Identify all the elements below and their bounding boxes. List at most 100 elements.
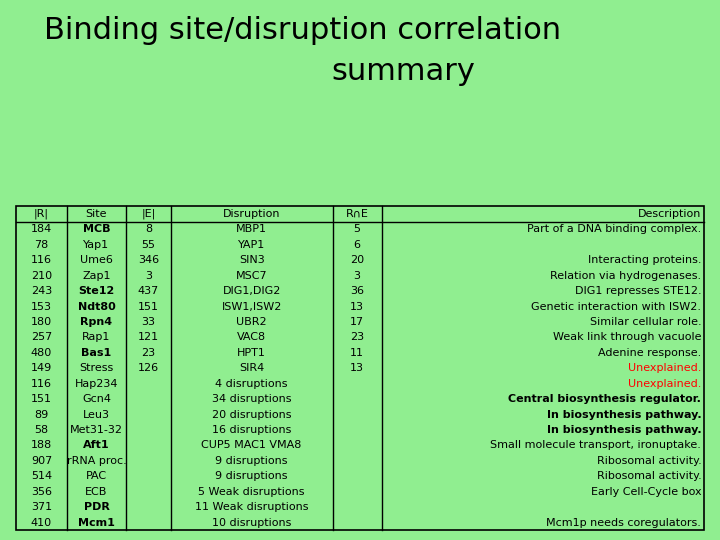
Text: Bas1: Bas1 xyxy=(81,348,112,358)
Text: 151: 151 xyxy=(138,301,159,312)
Text: summary: summary xyxy=(331,57,475,86)
Text: Unexplained.: Unexplained. xyxy=(628,363,701,373)
Text: Leu3: Leu3 xyxy=(83,409,110,420)
Text: 36: 36 xyxy=(350,286,364,296)
Text: 410: 410 xyxy=(31,517,52,528)
Text: Ste12: Ste12 xyxy=(78,286,114,296)
Text: Early Cell-Cycle box: Early Cell-Cycle box xyxy=(590,487,701,497)
Text: Met31-32: Met31-32 xyxy=(70,425,123,435)
Text: 356: 356 xyxy=(31,487,52,497)
Text: YAP1: YAP1 xyxy=(238,240,265,250)
Text: 20: 20 xyxy=(350,255,364,265)
Text: Interacting proteins.: Interacting proteins. xyxy=(588,255,701,265)
Text: SIR4: SIR4 xyxy=(239,363,264,373)
Text: Similar cellular role.: Similar cellular role. xyxy=(590,317,701,327)
Text: Relation via hydrogenases.: Relation via hydrogenases. xyxy=(550,271,701,281)
Text: |E|: |E| xyxy=(141,209,156,219)
Text: 180: 180 xyxy=(31,317,52,327)
Text: 9 disruptions: 9 disruptions xyxy=(215,471,288,481)
Text: UBR2: UBR2 xyxy=(236,317,267,327)
Text: 4 disruptions: 4 disruptions xyxy=(215,379,288,389)
Text: 16 disruptions: 16 disruptions xyxy=(212,425,292,435)
Text: Gcn4: Gcn4 xyxy=(82,394,111,404)
Text: Small molecule transport, ironuptake.: Small molecule transport, ironuptake. xyxy=(490,441,701,450)
Text: Ribosomal activity.: Ribosomal activity. xyxy=(597,456,701,466)
Text: Genetic interaction with ISW2.: Genetic interaction with ISW2. xyxy=(531,301,701,312)
Text: 480: 480 xyxy=(31,348,52,358)
Text: 257: 257 xyxy=(31,333,52,342)
Text: 514: 514 xyxy=(31,471,52,481)
Text: DIG1 represses STE12.: DIG1 represses STE12. xyxy=(575,286,701,296)
Text: 116: 116 xyxy=(31,379,52,389)
Text: Ndt80: Ndt80 xyxy=(78,301,115,312)
Text: 153: 153 xyxy=(31,301,52,312)
Text: Adenine response.: Adenine response. xyxy=(598,348,701,358)
Text: MCB: MCB xyxy=(83,225,110,234)
Text: 10 disruptions: 10 disruptions xyxy=(212,517,292,528)
Text: Mcm1p needs coregulators.: Mcm1p needs coregulators. xyxy=(546,517,701,528)
Text: DIG1,DIG2: DIG1,DIG2 xyxy=(222,286,281,296)
Text: MBP1: MBP1 xyxy=(236,225,267,234)
Text: ECB: ECB xyxy=(85,487,108,497)
Text: PAC: PAC xyxy=(86,471,107,481)
Text: 346: 346 xyxy=(138,255,159,265)
Text: Description: Description xyxy=(638,209,701,219)
Text: 116: 116 xyxy=(31,255,52,265)
Text: 3: 3 xyxy=(145,271,152,281)
Text: 13: 13 xyxy=(350,363,364,373)
Text: Disruption: Disruption xyxy=(223,209,280,219)
Text: Central biosynthesis regulator.: Central biosynthesis regulator. xyxy=(508,394,701,404)
Text: 33: 33 xyxy=(141,317,156,327)
Text: Binding site/disruption correlation: Binding site/disruption correlation xyxy=(44,16,561,45)
Text: Unexplained.: Unexplained. xyxy=(628,379,701,389)
Text: Zap1: Zap1 xyxy=(82,271,111,281)
Text: 437: 437 xyxy=(138,286,159,296)
Text: Rap1: Rap1 xyxy=(82,333,111,342)
Text: Ribosomal activity.: Ribosomal activity. xyxy=(597,471,701,481)
Text: 23: 23 xyxy=(141,348,156,358)
Text: 34 disruptions: 34 disruptions xyxy=(212,394,292,404)
Text: 121: 121 xyxy=(138,333,159,342)
Text: 89: 89 xyxy=(35,409,48,420)
Text: Ume6: Ume6 xyxy=(80,255,113,265)
Text: 55: 55 xyxy=(141,240,156,250)
Text: Aft1: Aft1 xyxy=(84,441,109,450)
Text: MSC7: MSC7 xyxy=(236,271,267,281)
Text: 126: 126 xyxy=(138,363,159,373)
Text: Mcm1: Mcm1 xyxy=(78,517,115,528)
Text: 78: 78 xyxy=(35,240,48,250)
Text: SIN3: SIN3 xyxy=(239,255,264,265)
FancyBboxPatch shape xyxy=(16,206,704,530)
Text: Hap234: Hap234 xyxy=(75,379,118,389)
Text: PDR: PDR xyxy=(84,502,109,512)
Text: 243: 243 xyxy=(31,286,52,296)
Text: Rpn4: Rpn4 xyxy=(81,317,112,327)
Text: CUP5 MAC1 VMA8: CUP5 MAC1 VMA8 xyxy=(202,441,302,450)
Text: 58: 58 xyxy=(35,425,48,435)
Text: ISW1,ISW2: ISW1,ISW2 xyxy=(222,301,282,312)
Text: 8: 8 xyxy=(145,225,152,234)
Text: 13: 13 xyxy=(350,301,364,312)
Text: 210: 210 xyxy=(31,271,52,281)
Text: In biosynthesis pathway.: In biosynthesis pathway. xyxy=(546,425,701,435)
Text: 11: 11 xyxy=(350,348,364,358)
Text: 907: 907 xyxy=(31,456,52,466)
Text: Part of a DNA binding complex.: Part of a DNA binding complex. xyxy=(527,225,701,234)
Text: |R|: |R| xyxy=(34,209,49,219)
Text: Yap1: Yap1 xyxy=(84,240,109,250)
Text: 184: 184 xyxy=(31,225,52,234)
Text: Stress: Stress xyxy=(79,363,114,373)
Text: 149: 149 xyxy=(31,363,52,373)
Text: 9 disruptions: 9 disruptions xyxy=(215,456,288,466)
Text: Weak link through vacuole: Weak link through vacuole xyxy=(553,333,701,342)
Text: 5 Weak disruptions: 5 Weak disruptions xyxy=(199,487,305,497)
Text: rRNA proc.: rRNA proc. xyxy=(67,456,126,466)
Text: 151: 151 xyxy=(31,394,52,404)
Text: R∩E: R∩E xyxy=(346,209,369,219)
Text: In biosynthesis pathway.: In biosynthesis pathway. xyxy=(546,409,701,420)
Text: VAC8: VAC8 xyxy=(237,333,266,342)
Text: 371: 371 xyxy=(31,502,52,512)
Text: 23: 23 xyxy=(350,333,364,342)
Text: 20 disruptions: 20 disruptions xyxy=(212,409,292,420)
Text: 11 Weak disruptions: 11 Weak disruptions xyxy=(195,502,308,512)
